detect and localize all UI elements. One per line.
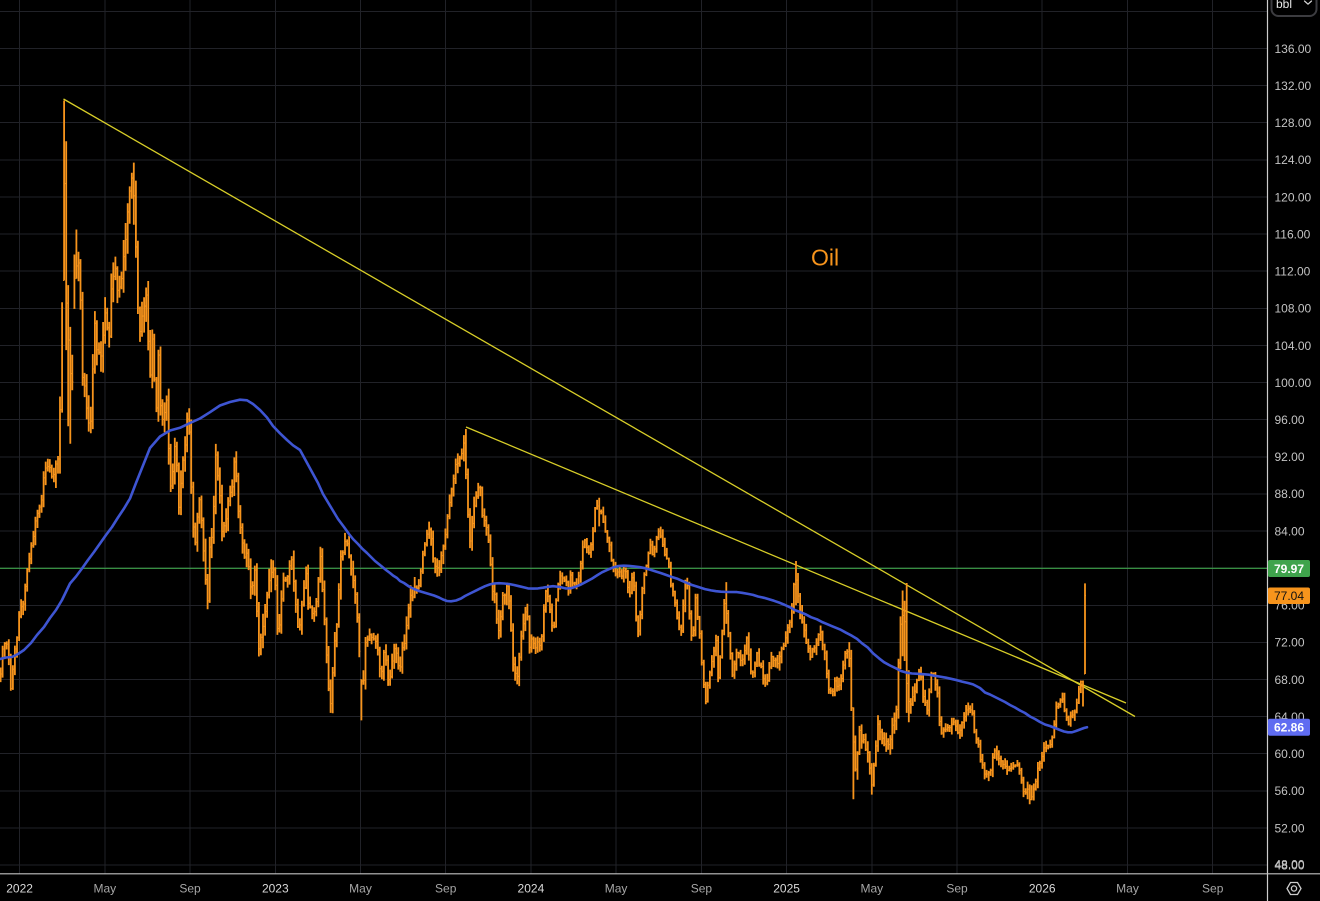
svg-text:120.00: 120.00 <box>1275 190 1312 204</box>
svg-text:72.00: 72.00 <box>1275 636 1305 650</box>
svg-text:2023: 2023 <box>262 881 289 895</box>
svg-text:116.00: 116.00 <box>1275 227 1311 241</box>
svg-text:2025: 2025 <box>773 881 800 895</box>
svg-text:May: May <box>349 881 372 895</box>
svg-text:136.00: 136.00 <box>1275 42 1312 56</box>
svg-text:132.00: 132.00 <box>1275 79 1312 93</box>
svg-text:84.00: 84.00 <box>1275 524 1305 538</box>
svg-text:Sep: Sep <box>1202 881 1224 895</box>
svg-text:Sep: Sep <box>946 881 968 895</box>
svg-text:2026: 2026 <box>1029 881 1056 895</box>
svg-text:May: May <box>93 881 116 895</box>
svg-text:77.04: 77.04 <box>1274 589 1304 603</box>
svg-text:60.00: 60.00 <box>1275 747 1305 761</box>
svg-text:48.00: 48.00 <box>1275 857 1305 871</box>
svg-text:Sep: Sep <box>691 881 713 895</box>
svg-text:104.00: 104.00 <box>1275 339 1312 353</box>
svg-text:May: May <box>1116 881 1139 895</box>
svg-text:96.00: 96.00 <box>1275 413 1305 427</box>
svg-text:bbl: bbl <box>1276 0 1292 11</box>
svg-text:124.00: 124.00 <box>1275 153 1312 167</box>
svg-text:May: May <box>605 881 628 895</box>
svg-text:62.86: 62.86 <box>1274 721 1304 735</box>
svg-text:52.00: 52.00 <box>1275 821 1305 835</box>
svg-text:79.97: 79.97 <box>1274 562 1304 576</box>
svg-text:Sep: Sep <box>179 881 201 895</box>
svg-text:108.00: 108.00 <box>1275 302 1312 316</box>
svg-text:Sep: Sep <box>435 881 457 895</box>
svg-text:100.00: 100.00 <box>1275 376 1312 390</box>
svg-text:92.00: 92.00 <box>1275 450 1305 464</box>
svg-text:48.00: 48.00 <box>1275 858 1305 872</box>
svg-text:68.00: 68.00 <box>1275 673 1305 687</box>
svg-text:88.00: 88.00 <box>1275 487 1305 501</box>
svg-text:128.00: 128.00 <box>1275 116 1312 130</box>
svg-text:Oil: Oil <box>811 245 839 271</box>
svg-text:May: May <box>860 881 883 895</box>
svg-text:56.00: 56.00 <box>1275 784 1305 798</box>
svg-text:2022: 2022 <box>6 881 33 895</box>
svg-text:2024: 2024 <box>518 881 545 895</box>
svg-text:112.00: 112.00 <box>1275 265 1311 279</box>
